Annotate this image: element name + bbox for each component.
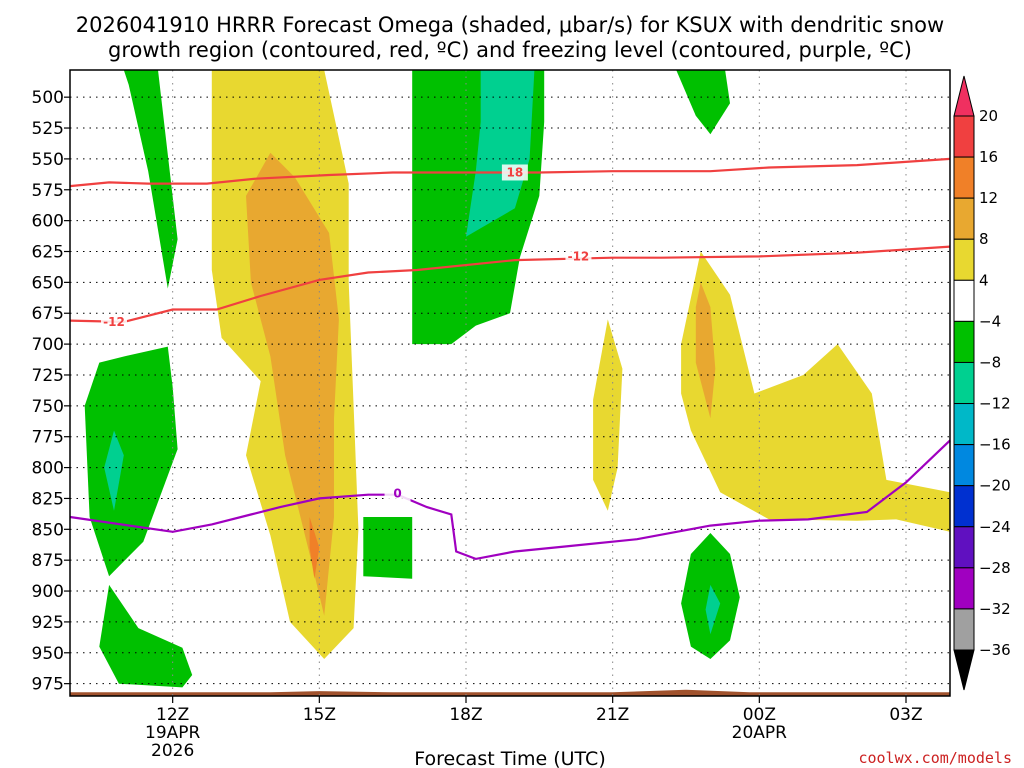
y-tick-label: 950: [32, 644, 64, 664]
x-tick-date: 19APR: [145, 723, 201, 743]
omega-region-10: [593, 319, 623, 511]
y-tick-label: 550: [32, 150, 64, 170]
contour-label-bg: [384, 485, 411, 502]
omega-region-9: [466, 70, 535, 237]
colorbar-box: [953, 485, 975, 528]
plot-frame: [69, 69, 951, 697]
x-tick-label: 12Z: [156, 705, 189, 725]
omega-region-13: [695, 282, 716, 419]
x-tick-label: 03Z: [889, 705, 922, 725]
colorbar-box: [953, 320, 975, 363]
colorbar-box: [953, 238, 975, 281]
omega-region-0: [123, 70, 178, 289]
x-tick-year: 2026: [151, 741, 194, 761]
contour-freezing-level: [69, 439, 951, 561]
omega-region-6: [309, 517, 320, 579]
x-tick-label: 18Z: [449, 705, 482, 725]
colorbar-box: [953, 279, 975, 322]
colorbar-box: [953, 115, 975, 158]
y-tick-label: 600: [32, 212, 64, 232]
colorbar-tick-label: −32: [979, 600, 1011, 618]
y-axis: 500 525 550 575 600 625 650 675 700 725 750 775 800 8…: [32, 88, 70, 695]
y-tick-label: 775: [32, 428, 64, 448]
contour-dgz-bottom: [69, 245, 951, 324]
omega-region-16: [70, 689, 950, 696]
contour-label-dgz-top: 18: [507, 165, 524, 179]
colorbar-tick-label: −8: [979, 353, 1001, 371]
colorbar-box: [953, 403, 975, 446]
colorbar-tick-label: −28: [979, 559, 1011, 577]
omega-region-12: [681, 251, 950, 532]
colorbar-tick-label: 8: [979, 230, 989, 248]
y-tick-label: 725: [32, 366, 64, 386]
omega-region-3: [99, 584, 193, 688]
contour-label-bg: [501, 164, 528, 181]
y-tick-label: 975: [32, 675, 64, 695]
colorbar-tick-label: −12: [979, 395, 1011, 413]
x-tick-label: 21Z: [596, 705, 629, 725]
chart-title-line1: 2026041910 HRRR Forecast Omega (shaded, …: [76, 13, 944, 37]
y-tick-label: 750: [32, 397, 64, 417]
colorbar-tick-label: 4: [979, 271, 989, 289]
colorbar: 20 16 12 8 4 −4 −8 −12 −16 −20 −24 −28 −32 −36: [953, 75, 1011, 691]
omega-region-2: [104, 430, 124, 511]
colorbar-bottom-arrow: [953, 649, 975, 691]
contour-label-dgz-bottom: -12: [103, 315, 125, 329]
colorbar-box: [953, 361, 975, 405]
colorbar-tick-label: −16: [979, 436, 1011, 454]
colorbar-box: [953, 197, 975, 240]
colorbar-tick-label: 12: [979, 189, 998, 207]
y-tick-label: 900: [32, 582, 64, 602]
y-tick-label: 925: [32, 613, 64, 633]
y-tick-label: 675: [32, 304, 64, 324]
colorbar-tick-label: 16: [979, 148, 998, 166]
omega-region-1: [84, 346, 178, 577]
colorbar-tick-label: 20: [979, 107, 998, 125]
y-tick-label: 875: [32, 551, 64, 571]
colorbar-tick-label: −4: [979, 312, 1001, 330]
colorbar-box: [953, 444, 975, 487]
colorbar-tick-label: −24: [979, 518, 1011, 536]
colorbar-box: [953, 156, 975, 199]
contour-label-freezing-level: 0: [393, 487, 401, 501]
x-tick-label: 15Z: [303, 705, 336, 725]
omega-region-15: [705, 584, 721, 635]
contour-label-bg: [101, 313, 127, 330]
colorbar-tick-label: −36: [979, 641, 1011, 659]
y-tick-label: 800: [32, 459, 64, 479]
y-tick-label: 650: [32, 273, 64, 293]
y-tick-label: 850: [32, 520, 64, 540]
colorbar-box: [953, 608, 975, 651]
y-tick-label: 700: [32, 335, 64, 355]
y-tick-label: 825: [32, 489, 64, 509]
colorbar-box: [953, 526, 975, 569]
omega-region-7: [363, 517, 413, 579]
x-axis-label: Forecast Time (UTC): [414, 748, 605, 768]
y-tick-label: 625: [32, 243, 64, 263]
x-tick-date: 20APR: [732, 723, 788, 743]
colorbar-top-arrow: [953, 75, 975, 117]
y-tick-label: 525: [32, 119, 64, 139]
contour-label-dgz-bottom: -12: [568, 249, 590, 263]
colorbar-box: [953, 567, 975, 610]
omega-region-11: [676, 70, 730, 135]
colorbar-tick-label: −20: [979, 477, 1011, 495]
contour-dgz-top: [69, 157, 951, 188]
y-tick-label: 575: [32, 181, 64, 201]
credit-text: coolwx.com/models: [858, 749, 1012, 767]
contour-label-bg: [565, 248, 592, 265]
plot-area: 18 -12 -12 0: [69, 69, 951, 697]
chart-title-line2: growth region (contoured, red, ºC) and f…: [108, 38, 912, 62]
y-tick-label: 500: [32, 88, 64, 108]
contour-lines: 18 -12 -12 0: [69, 157, 951, 561]
grid-lines: [70, 70, 950, 696]
x-tick-label: 00Z: [743, 705, 776, 725]
